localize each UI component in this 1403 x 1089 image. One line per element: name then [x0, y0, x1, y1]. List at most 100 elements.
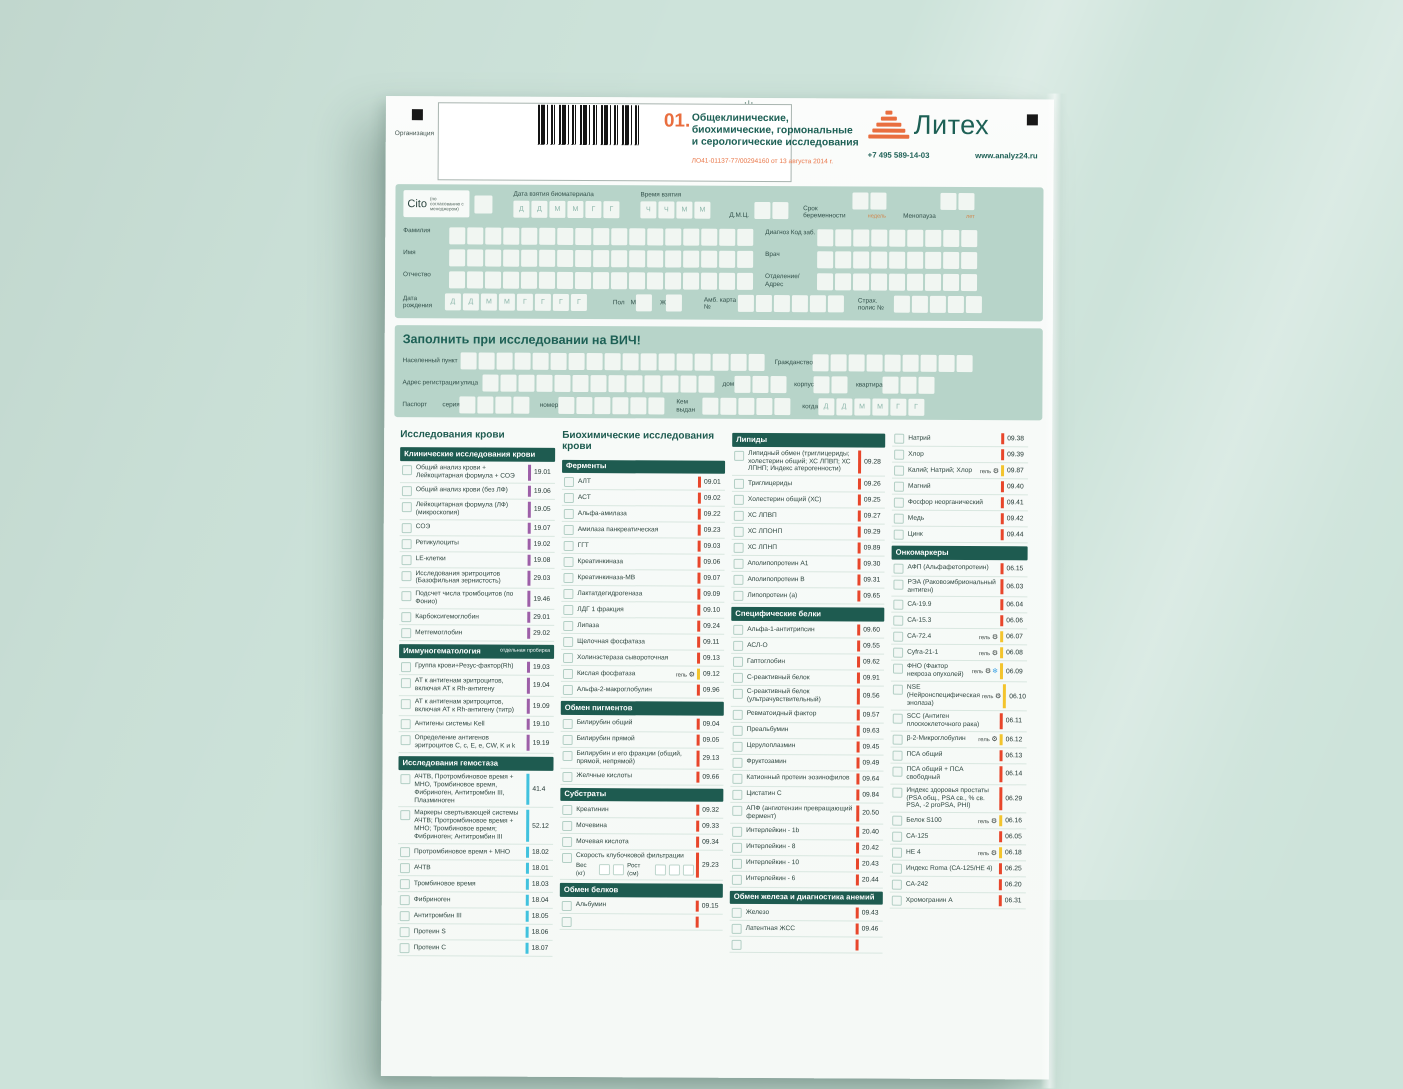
char-cell[interactable] — [828, 296, 844, 313]
test-checkbox[interactable] — [893, 648, 903, 658]
char-cell[interactable]: М — [694, 202, 710, 219]
male-checkbox[interactable] — [636, 295, 652, 312]
char-cell[interactable] — [814, 376, 830, 393]
char-cell[interactable] — [948, 296, 964, 313]
char-cell[interactable] — [521, 250, 537, 267]
char-cell[interactable] — [832, 376, 848, 393]
char-cell[interactable] — [612, 397, 628, 414]
char-cell[interactable] — [611, 251, 627, 268]
char-cell[interactable] — [831, 354, 847, 371]
char-cell[interactable] — [867, 355, 883, 372]
char-cell[interactable]: М — [872, 399, 888, 416]
char-cell[interactable] — [774, 398, 790, 415]
test-checkbox[interactable] — [562, 805, 572, 815]
test-checkbox[interactable] — [734, 543, 744, 553]
test-checkbox[interactable] — [564, 509, 574, 519]
test-checkbox[interactable] — [562, 853, 572, 863]
char-cell[interactable] — [719, 229, 735, 246]
char-cell[interactable] — [587, 353, 603, 370]
char-cell[interactable]: М — [676, 202, 692, 219]
char-cell[interactable] — [903, 355, 919, 372]
test-checkbox[interactable] — [733, 689, 743, 699]
char-cell[interactable] — [749, 354, 765, 371]
char-cell[interactable] — [701, 251, 717, 268]
test-checkbox[interactable] — [563, 719, 573, 729]
char-cell[interactable] — [479, 352, 495, 369]
char-cell[interactable]: Ч — [640, 202, 656, 219]
test-checkbox[interactable] — [893, 664, 903, 674]
char-cell[interactable] — [853, 252, 869, 269]
height-cell[interactable] — [683, 865, 694, 876]
char-cell[interactable] — [871, 252, 887, 269]
test-checkbox[interactable] — [893, 714, 903, 724]
char-cell[interactable] — [772, 202, 788, 219]
test-checkbox[interactable] — [401, 736, 411, 746]
test-checkbox[interactable] — [732, 790, 742, 800]
char-cell[interactable] — [680, 376, 696, 393]
char-cell[interactable] — [870, 193, 886, 210]
test-checkbox[interactable] — [732, 842, 742, 852]
char-cell[interactable] — [695, 354, 711, 371]
char-cell[interactable] — [593, 272, 609, 289]
char-cell[interactable] — [817, 230, 833, 247]
char-cell[interactable] — [593, 228, 609, 245]
char-cell[interactable] — [957, 355, 973, 372]
char-cell[interactable] — [503, 250, 519, 267]
test-checkbox[interactable] — [402, 502, 412, 512]
test-checkbox[interactable] — [732, 924, 742, 934]
char-cell[interactable] — [665, 229, 681, 246]
female-checkbox[interactable] — [666, 295, 682, 312]
char-cell[interactable] — [629, 229, 645, 246]
char-cell[interactable] — [889, 230, 905, 247]
char-cell[interactable] — [572, 375, 588, 392]
char-cell[interactable] — [533, 353, 549, 370]
char-cell[interactable]: Г — [603, 201, 619, 218]
test-checkbox[interactable] — [562, 837, 572, 847]
char-cell[interactable] — [889, 252, 905, 269]
char-cell[interactable] — [536, 375, 552, 392]
test-checkbox[interactable] — [892, 787, 902, 797]
char-cell[interactable]: Г — [890, 399, 906, 416]
char-cell[interactable] — [575, 272, 591, 289]
char-cell[interactable] — [774, 295, 790, 312]
char-cell[interactable] — [485, 272, 501, 289]
test-checkbox[interactable] — [400, 879, 410, 889]
char-cell[interactable] — [930, 296, 946, 313]
char-cell[interactable]: Г — [908, 399, 924, 416]
char-cell[interactable]: Г — [553, 294, 569, 311]
char-cell[interactable] — [849, 354, 865, 371]
char-cell[interactable] — [835, 252, 851, 269]
char-cell[interactable] — [623, 353, 639, 370]
test-checkbox[interactable] — [734, 527, 744, 537]
char-cell[interactable] — [907, 274, 923, 291]
char-cell[interactable] — [557, 250, 573, 267]
test-checkbox[interactable] — [893, 685, 903, 695]
char-cell[interactable] — [770, 376, 786, 393]
char-cell[interactable] — [576, 397, 592, 414]
char-cell[interactable] — [647, 251, 663, 268]
test-checkbox[interactable] — [564, 525, 574, 535]
char-cell[interactable] — [912, 296, 928, 313]
char-cell[interactable] — [853, 274, 869, 291]
test-checkbox[interactable] — [563, 605, 573, 615]
char-cell[interactable] — [500, 375, 516, 392]
char-cell[interactable] — [518, 375, 534, 392]
char-cell[interactable] — [629, 251, 645, 268]
test-checkbox[interactable] — [563, 685, 573, 695]
char-cell[interactable] — [921, 355, 937, 372]
test-checkbox[interactable] — [400, 943, 410, 953]
weight-cell[interactable] — [599, 864, 610, 875]
char-cell[interactable] — [792, 295, 808, 312]
char-cell[interactable] — [662, 375, 678, 392]
test-checkbox[interactable] — [733, 641, 743, 651]
char-cell[interactable] — [683, 251, 699, 268]
char-cell[interactable] — [720, 398, 736, 415]
test-checkbox[interactable] — [734, 450, 744, 460]
test-checkbox[interactable] — [893, 600, 903, 610]
char-cell[interactable] — [925, 274, 941, 291]
test-checkbox[interactable] — [400, 911, 410, 921]
char-cell[interactable] — [641, 353, 657, 370]
test-checkbox[interactable] — [892, 832, 902, 842]
char-cell[interactable] — [496, 397, 512, 414]
char-cell[interactable] — [959, 193, 975, 210]
